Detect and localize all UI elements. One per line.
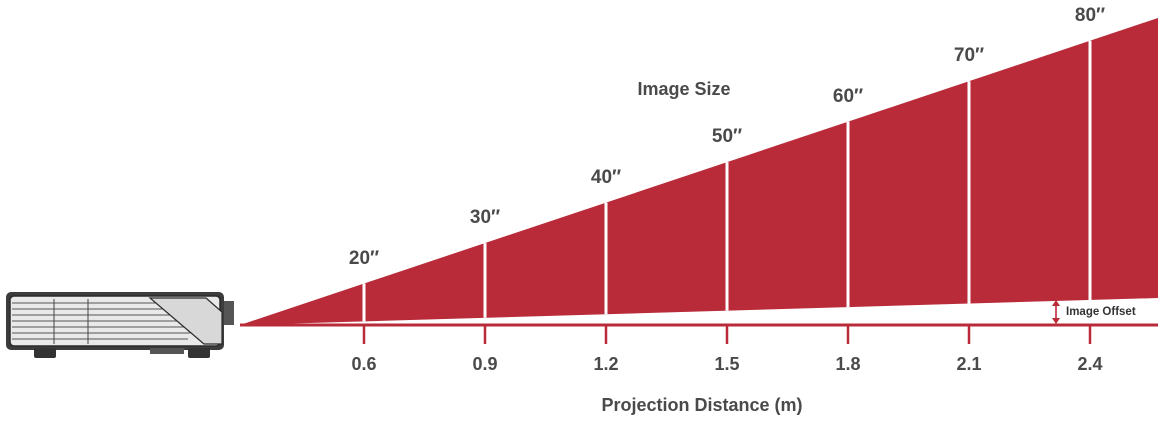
image-size-label: 80″ — [1074, 4, 1106, 26]
image-size-title: Image Size — [637, 79, 731, 99]
image-size-label: 30″ — [469, 207, 501, 229]
distance-label: 0.6 — [351, 354, 377, 374]
distance-label: 0.9 — [472, 354, 498, 374]
distance-label: 1.2 — [593, 354, 619, 374]
image-offset-arrow — [1052, 300, 1060, 324]
projector-icon — [6, 292, 234, 358]
distance-ticks — [362, 325, 1092, 344]
distance-label: 2.4 — [1077, 354, 1103, 374]
distance-label: 2.1 — [956, 354, 982, 374]
image-size-label: 40″ — [590, 166, 622, 188]
projection-beam — [240, 18, 1158, 325]
image-size-label: 70″ — [953, 45, 985, 67]
image-offset-label: Image Offset — [1066, 306, 1136, 318]
distance-label: 1.8 — [835, 354, 861, 374]
image-size-label: 60″ — [832, 85, 864, 107]
x-axis-title: Projection Distance (m) — [601, 395, 803, 415]
image-size-label: 20″ — [348, 247, 380, 269]
size-dividers — [362, 40, 1092, 322]
distance-label: 1.5 — [714, 354, 740, 374]
image-size-label: 50″ — [711, 126, 743, 148]
